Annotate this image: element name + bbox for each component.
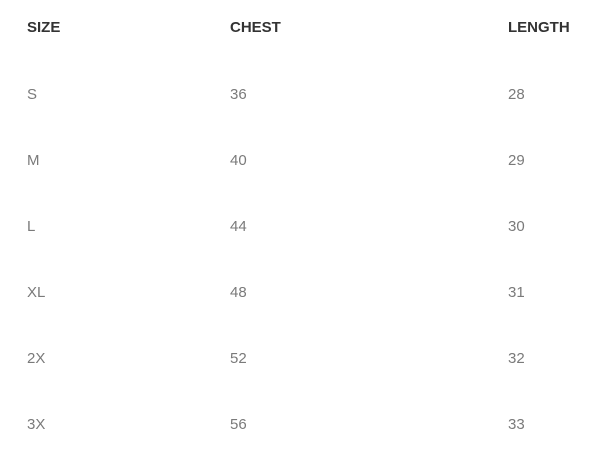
length-cell: 29 xyxy=(508,152,525,169)
table-header-row: SIZE CHEST LENGTH xyxy=(0,18,600,38)
chest-cell: 44 xyxy=(230,218,247,235)
size-cell: 3X xyxy=(27,416,46,433)
length-cell: 31 xyxy=(508,284,525,301)
length-cell: 30 xyxy=(508,218,525,235)
table-row: S 36 28 xyxy=(0,85,600,105)
table-row: XL 48 31 xyxy=(0,283,600,303)
size-cell: L xyxy=(27,218,36,235)
header-size: SIZE xyxy=(27,19,61,36)
table-row: 3X 56 33 xyxy=(0,415,600,435)
header-length: LENGTH xyxy=(508,19,570,36)
header-chest: CHEST xyxy=(230,19,281,36)
size-cell: 2X xyxy=(27,350,46,367)
size-cell: S xyxy=(27,86,38,103)
table-row: L 44 30 xyxy=(0,217,600,237)
size-cell: M xyxy=(27,152,40,169)
length-cell: 28 xyxy=(508,86,525,103)
chest-cell: 40 xyxy=(230,152,247,169)
size-cell: XL xyxy=(27,284,46,301)
chest-cell: 56 xyxy=(230,416,247,433)
table-row: M 40 29 xyxy=(0,151,600,171)
length-cell: 33 xyxy=(508,416,525,433)
chest-cell: 48 xyxy=(230,284,247,301)
table-row: 2X 52 32 xyxy=(0,349,600,369)
chest-cell: 52 xyxy=(230,350,247,367)
chest-cell: 36 xyxy=(230,86,247,103)
length-cell: 32 xyxy=(508,350,525,367)
